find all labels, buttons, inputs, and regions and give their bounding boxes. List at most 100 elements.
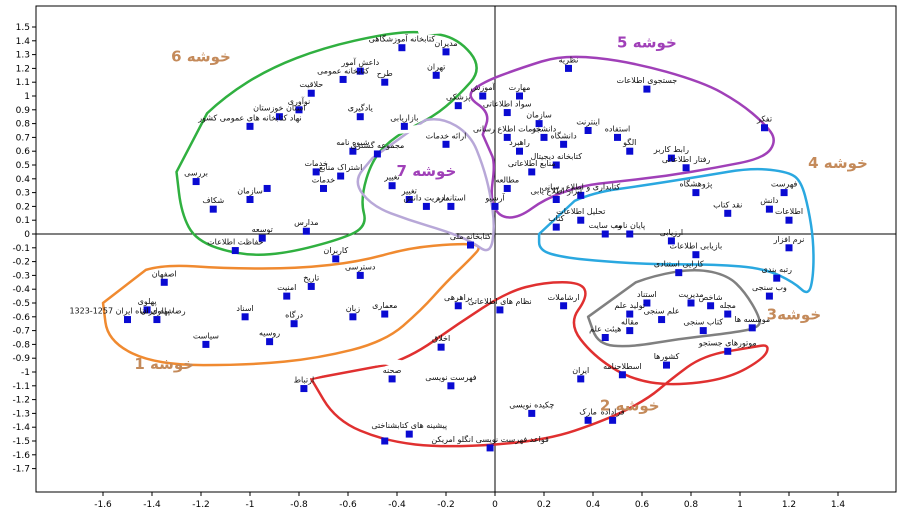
point-label: تحلیل اطلاعات [556, 207, 605, 216]
data-point [283, 292, 291, 300]
y-tick-label: 0.2 [16, 202, 30, 212]
point-label: تهران [427, 62, 445, 71]
point-label: فهرست [771, 180, 798, 189]
point-label: زبان [346, 304, 361, 313]
point-label: خدمات [312, 175, 335, 184]
point-label: نظام های اطلاعاتی [468, 297, 532, 306]
data-point [626, 230, 634, 238]
x-tick-label: 0 [492, 500, 498, 510]
data-point [618, 371, 626, 379]
data-point [160, 278, 168, 286]
cluster-label: خوشه 5 [617, 34, 677, 52]
data-point [540, 133, 548, 141]
data-point [124, 316, 131, 324]
y-tick-label: 0.8 [16, 120, 31, 130]
point-label: مدیران [434, 39, 457, 48]
point-label: درگاه [285, 310, 303, 320]
y-tick-label: -0.8 [12, 340, 30, 350]
point-label: وب سایت [589, 221, 622, 230]
data-point [320, 184, 327, 192]
cluster-outlines [101, 26, 815, 448]
point-label: نوآوری [288, 96, 311, 106]
y-tick-label: 0 [24, 230, 30, 240]
point-label: مقاله [621, 318, 639, 327]
point-label: کتابداری و اطلاع رسانی [541, 182, 620, 191]
point-label: استفاده [605, 124, 631, 133]
data-point [528, 168, 536, 176]
data-point [682, 164, 690, 172]
x-tick-label: 0.4 [586, 500, 601, 510]
y-tick-label: 1.1 [16, 78, 30, 88]
x-tick-label: 1.2 [782, 500, 796, 510]
data-point [339, 75, 347, 83]
point-label: پزشکی [446, 93, 470, 102]
point-label: آرشیو [484, 192, 505, 202]
point-label: ابزار اطلاع یابی [530, 187, 582, 196]
point-label: سازمان [526, 111, 552, 120]
data-point [761, 124, 768, 132]
data-point [302, 227, 310, 235]
y-tick-label: 0.5 [16, 161, 30, 171]
point-label: رفتار اطلاعاتی [662, 155, 711, 164]
point-label: جستجوی اطلاعات [617, 76, 678, 85]
y-tick-label: 1 [24, 92, 30, 102]
axes: -1.6 -1.4 -1.2 -1 -0.8 -0.6 -0.4 -0.2 0 0.2 0.4 0.6… [12, 6, 896, 510]
data-point [422, 202, 430, 210]
point-label: خدمات [304, 159, 327, 168]
point-label: وب سنجی [752, 283, 787, 292]
point-label: کتابخانه دیجیتال [530, 152, 582, 161]
point-label: چکیده نویسی [509, 400, 554, 409]
y-tick-label: 1.4 [16, 37, 31, 47]
cluster-label: خوشه 2 [600, 397, 660, 415]
data-point [724, 347, 732, 355]
data-point [626, 327, 634, 335]
y-tick-label: 0.3 [16, 189, 30, 199]
data-point [405, 196, 413, 203]
point-label: فهرست نویسی [425, 373, 477, 382]
data-point [724, 209, 732, 217]
x-tick-label: 0.2 [537, 500, 551, 510]
data-point [332, 255, 340, 263]
data-point [503, 184, 511, 192]
data-point [454, 102, 462, 110]
data-point [577, 216, 585, 224]
data-point [663, 361, 670, 369]
point-label: معماری [372, 301, 397, 310]
point-label: نقد کتاب [713, 200, 742, 209]
point-label: اشتراک منابع [319, 163, 362, 172]
x-tick-label: -0.6 [339, 500, 357, 510]
data-point [405, 430, 413, 438]
data-point [552, 161, 560, 169]
cluster-outline [356, 117, 496, 252]
y-tick-label: -1.3 [12, 409, 30, 419]
data-point [687, 299, 695, 307]
data-point [295, 106, 303, 114]
x-tick-label: -1 [246, 500, 255, 510]
data-point [356, 113, 364, 121]
cluster-outline [586, 268, 761, 348]
data-point [773, 274, 781, 282]
cluster-label: خوشه 7 [397, 162, 457, 180]
point-label: آموزش [471, 82, 496, 92]
data-point [692, 189, 700, 197]
cluster-outline [310, 281, 769, 448]
point-label: شیوه نامه [336, 138, 370, 147]
data-point [643, 85, 651, 93]
point-label: ارشاملات [548, 293, 580, 302]
data-point [400, 122, 408, 130]
y-tick-label: -1.2 [12, 396, 30, 406]
point-label: خدمات اطلاع رسانی [473, 124, 542, 133]
point-label: بازاریابی [390, 113, 418, 122]
data-point [454, 302, 462, 310]
data-point [373, 150, 381, 158]
cluster-outline [101, 242, 480, 367]
cluster-label: خوشه 4 [808, 154, 868, 172]
point-label: مدیریت [678, 290, 703, 299]
data-point [601, 230, 609, 238]
y-tick-label: 0.6 [16, 147, 31, 157]
data-point [246, 196, 254, 203]
data-point [263, 184, 271, 192]
point-label: تغییر [401, 187, 417, 196]
